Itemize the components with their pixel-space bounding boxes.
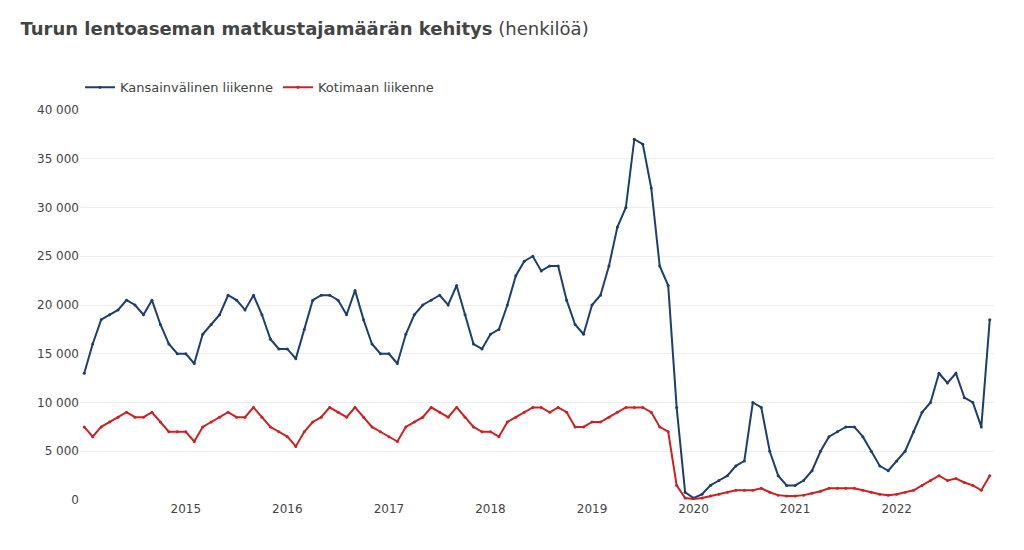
svg-text:2016: 2016	[272, 502, 303, 516]
svg-text:5 000: 5 000	[45, 444, 79, 458]
svg-text:30 000: 30 000	[37, 201, 79, 215]
svg-text:2018: 2018	[475, 502, 506, 516]
svg-text:10 000: 10 000	[37, 396, 79, 410]
svg-text:0: 0	[71, 493, 79, 507]
svg-text:2015: 2015	[171, 502, 202, 516]
svg-text:35 000: 35 000	[37, 152, 79, 166]
svg-text:2021: 2021	[780, 502, 811, 516]
svg-text:40 000: 40 000	[37, 103, 79, 117]
svg-text:25 000: 25 000	[37, 249, 79, 263]
svg-text:Turun lentoaseman matkustajamä: Turun lentoaseman matkustajamäärän kehit…	[20, 18, 588, 39]
svg-text:2020: 2020	[678, 502, 709, 516]
svg-text:2019: 2019	[577, 502, 608, 516]
svg-text:Kansainvälinen liikenne: Kansainvälinen liikenne	[120, 80, 273, 95]
svg-text:Kotimaan liikenne: Kotimaan liikenne	[318, 80, 434, 95]
svg-text:20 000: 20 000	[37, 298, 79, 312]
svg-text:15 000: 15 000	[37, 347, 79, 361]
svg-text:2022: 2022	[881, 502, 912, 516]
svg-text:2017: 2017	[374, 502, 405, 516]
